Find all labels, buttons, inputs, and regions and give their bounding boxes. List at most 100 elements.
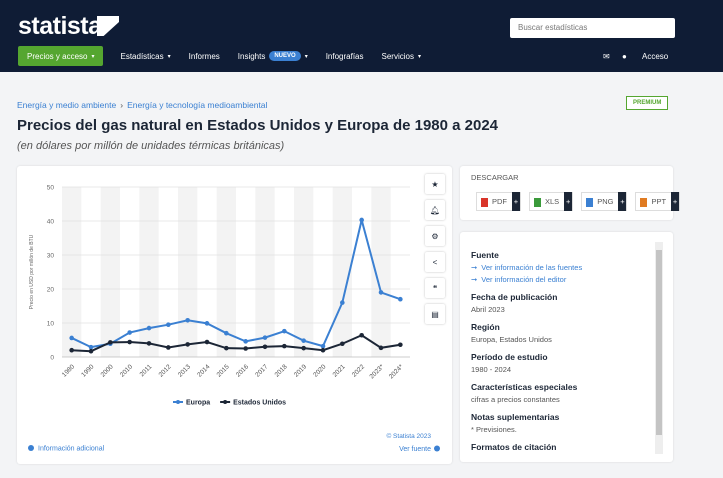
user-icon[interactable]: ● bbox=[622, 52, 627, 61]
nav-item[interactable]: Informes bbox=[180, 46, 229, 66]
y-tick-label: 10 bbox=[47, 321, 55, 328]
download-card: DESCARGAR PDF + XLS + PNG + PPT + bbox=[460, 166, 681, 220]
data-point bbox=[185, 342, 190, 347]
data-point bbox=[262, 335, 268, 340]
breadcrumb-link[interactable]: Energía y medio ambiente bbox=[17, 100, 117, 110]
y-tick-label: 0 bbox=[50, 355, 54, 362]
x-tick-label: 1990 bbox=[80, 363, 95, 378]
data-point bbox=[378, 290, 384, 295]
data-point bbox=[224, 345, 229, 351]
format-label: PNG bbox=[597, 197, 614, 206]
y-axis-label: Precio en USD por millón de BTU bbox=[29, 234, 35, 309]
nav-label: Servicios bbox=[381, 51, 414, 61]
format-label: PPT bbox=[651, 197, 667, 206]
grid-band bbox=[216, 187, 236, 357]
dropdown-arrow: ▾ bbox=[304, 53, 308, 60]
x-tick-label: 2014 bbox=[196, 363, 211, 378]
info-link[interactable]: Información adicional bbox=[38, 446, 105, 453]
plus: + bbox=[512, 192, 520, 211]
data-point bbox=[166, 322, 171, 327]
source-icon bbox=[434, 445, 440, 452]
detail-link[interactable]: ➞ Ver información de las fuentes bbox=[471, 263, 656, 272]
login-link[interactable]: Acceso bbox=[642, 52, 669, 61]
nav-label: Infografías bbox=[325, 51, 364, 61]
data-point bbox=[378, 345, 384, 351]
data-point bbox=[146, 341, 152, 346]
data-point bbox=[398, 342, 403, 348]
legend-dot bbox=[223, 400, 228, 404]
download-button[interactable]: XLS + bbox=[529, 192, 574, 211]
data-point bbox=[166, 345, 171, 350]
search-box[interactable]: Buscar estadísticas bbox=[510, 18, 675, 38]
data-point bbox=[108, 340, 113, 345]
data-point bbox=[127, 339, 132, 345]
data-point bbox=[398, 296, 403, 302]
source-link[interactable]: Ver fuente bbox=[399, 446, 431, 453]
nav-item[interactable]: Insights NUEVO ▾ bbox=[229, 46, 317, 66]
detail-link[interactable]: ➞ Ver información del editor bbox=[471, 275, 656, 284]
data-point bbox=[282, 328, 287, 334]
data-point bbox=[243, 346, 248, 351]
settings-button[interactable]: ⚙ bbox=[425, 226, 445, 246]
legend: Europa Estados Unidos bbox=[173, 400, 286, 407]
page-subtitle: (en dólares por millón de unidades térmi… bbox=[17, 140, 285, 152]
x-tick-label: 2012 bbox=[158, 363, 173, 378]
nav-item[interactable]: Servicios ▾ bbox=[373, 46, 430, 66]
data-point bbox=[224, 330, 229, 336]
x-tick-label: 2018 bbox=[274, 363, 289, 378]
download-button[interactable]: PPT + bbox=[635, 192, 681, 211]
data-point bbox=[301, 338, 306, 343]
data-point bbox=[204, 339, 210, 345]
download-button[interactable]: PDF + bbox=[476, 192, 521, 211]
link-text: Ver información del editor bbox=[481, 275, 567, 284]
detail-text: * Previsiones. bbox=[471, 425, 517, 434]
new-badge: NUEVO bbox=[269, 51, 301, 61]
x-tick-label: 1980 bbox=[61, 363, 76, 378]
data-point bbox=[88, 344, 94, 350]
print-button[interactable]: ▤ bbox=[425, 304, 445, 324]
mail-icon[interactable]: ✉ bbox=[603, 52, 610, 61]
favorite-button[interactable]: ★ bbox=[425, 174, 445, 194]
chart-tools: ★ 🔔︎ ⚙ < ❝ ▤ bbox=[425, 174, 445, 330]
nav-item[interactable]: Estadísticas ▾ bbox=[111, 46, 179, 66]
plus: + bbox=[618, 192, 627, 211]
grid-band bbox=[294, 187, 314, 357]
data-point bbox=[146, 325, 152, 331]
detail-heading: Período de estudio bbox=[471, 352, 548, 362]
logo-mark bbox=[97, 16, 119, 36]
data-point bbox=[88, 348, 94, 354]
nav-label: Informes bbox=[188, 51, 220, 61]
chart: 0 10 20 30 40 50 Precio en USD por millón de B… bbox=[28, 185, 440, 453]
legend-dot bbox=[176, 400, 180, 404]
file-icon bbox=[481, 198, 488, 207]
data-point bbox=[301, 345, 306, 351]
nav-item[interactable]: Infografías bbox=[317, 46, 373, 66]
x-tick-label: 2016 bbox=[235, 363, 250, 378]
alert-button[interactable]: 🔔︎ bbox=[425, 200, 445, 220]
breadcrumb-link[interactable]: Energía y tecnología medioambiental bbox=[127, 100, 268, 110]
grid-band bbox=[255, 187, 275, 357]
cite-button[interactable]: ❝ bbox=[425, 278, 445, 298]
detail-heading: Fecha de publicación bbox=[471, 292, 558, 302]
download-button[interactable]: PNG + bbox=[581, 192, 628, 211]
scrollbar-thumb[interactable] bbox=[656, 250, 662, 435]
page-title: Precios del gas natural en Estados Unido… bbox=[17, 117, 499, 134]
nav-item[interactable]: Precios y acceso ▾ bbox=[18, 46, 104, 66]
grid-band bbox=[62, 187, 82, 357]
nav-label: Insights bbox=[237, 51, 266, 61]
grid-band bbox=[139, 187, 159, 357]
logo[interactable]: statista bbox=[18, 12, 102, 40]
x-tick-label: 2021 bbox=[332, 363, 347, 378]
legend-label: Europa bbox=[186, 400, 210, 407]
y-tick-label: 50 bbox=[47, 185, 55, 192]
share-button[interactable]: < bbox=[425, 252, 445, 272]
plus: + bbox=[671, 192, 680, 211]
detail-text: cifras a precios constantes bbox=[471, 395, 560, 404]
plus: + bbox=[564, 192, 573, 211]
details-list: Fuente ➞ Ver información de las fuentes ➞ Ve… bbox=[471, 242, 656, 452]
data-point bbox=[340, 341, 345, 347]
grid-band bbox=[100, 187, 120, 357]
x-tick-label: 2023* bbox=[368, 363, 385, 380]
data-point bbox=[243, 339, 248, 344]
